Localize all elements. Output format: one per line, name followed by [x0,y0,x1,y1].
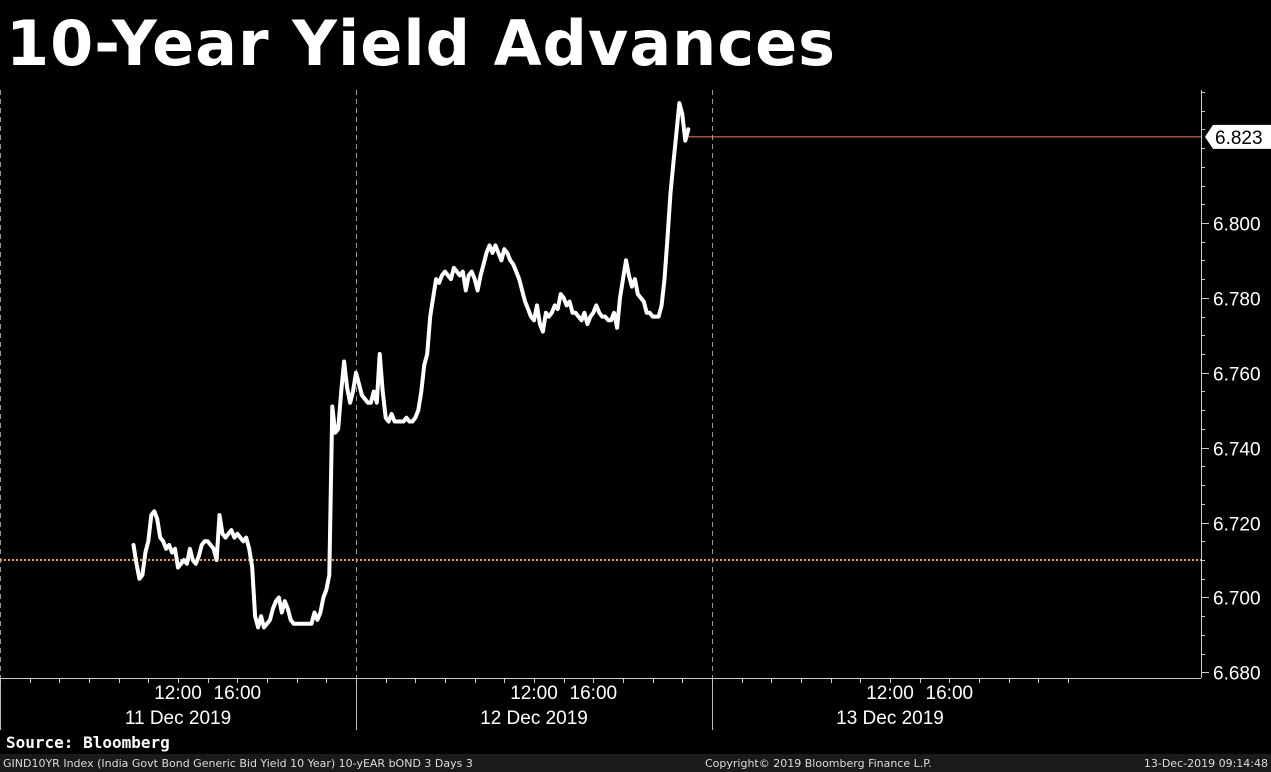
y-tick-label-2: 6.720 [1213,515,1261,536]
footer-copyright: Copyright© 2019 Bloomberg Finance L.P. [705,757,932,770]
day-label-2: 13 Dec 2019 [836,708,944,729]
day-label-1: 12 Dec 2019 [480,708,588,729]
day-label-0: 11 Dec 2019 [125,708,231,729]
x-tick-label-3: 16:00 [570,683,618,704]
x-tick-label-1: 16:00 [214,683,262,704]
reference-line-group [0,136,1201,562]
footer-ticker-info: GIND10YR Index (India Govt Bond Generic … [3,757,473,770]
source-label: Source: Bloomberg [6,733,170,752]
x-tick-label-0: 12:00 [154,683,202,704]
y-tick-label-1: 6.700 [1213,589,1261,610]
last-value-badge [1205,124,1271,149]
x-tick-label-5: 16:00 [926,683,974,704]
footer-bar: GIND10YR Index (India Govt Bond Generic … [0,754,1271,772]
y-tick-label-3: 6.740 [1213,440,1261,461]
y-tick-label-0: 6.680 [1213,664,1261,685]
x-tick-label-2: 12:00 [510,683,558,704]
y-tick-label-4: 6.760 [1213,365,1261,386]
grid-lines [0,90,713,678]
axis-labels: 12:00 16:00 12:00 16:00 12:00 16:00 11 Dec 201… [125,124,1271,729]
y-tick-label-5: 6.780 [1213,290,1261,311]
series-group [131,101,691,630]
last-value-label: 6.823 [1215,128,1263,149]
footer-timestamp: 13-Dec-2019 09:14:48 [1143,757,1268,770]
x-tick-label-4: 12:00 [866,683,914,704]
chart-title: 10-Year Yield Advances [6,7,837,80]
axes [0,90,1209,730]
y-tick-label-6: 6.800 [1213,215,1261,236]
yield-series-line [131,101,691,630]
